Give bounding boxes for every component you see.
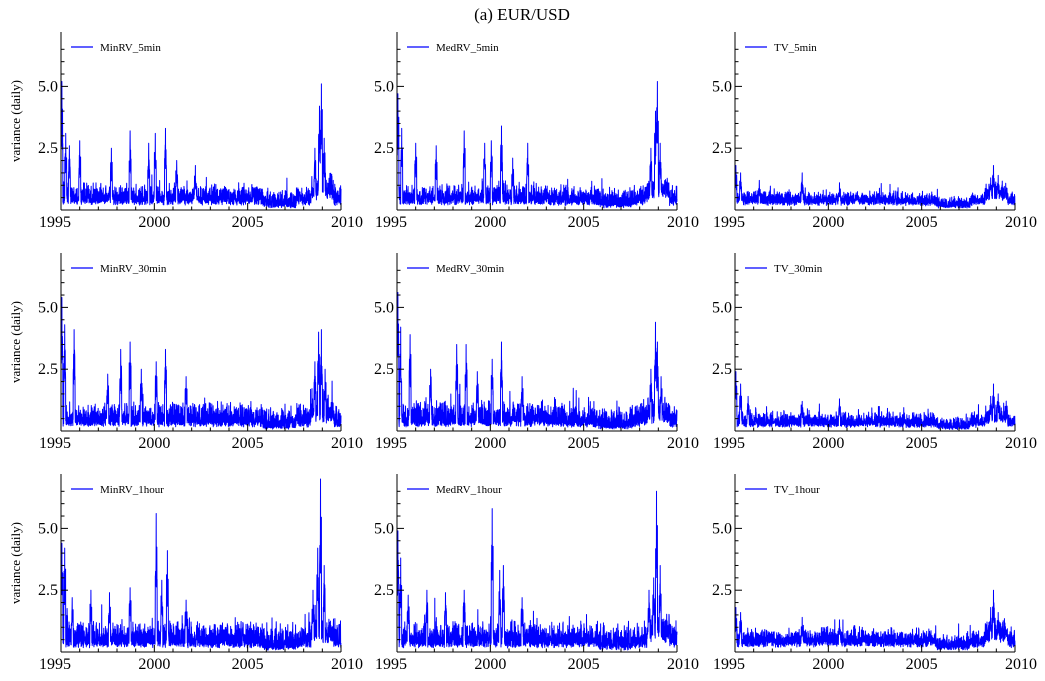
x-tick-label: 2000 [812,214,844,231]
legend-label: TV_30min [774,263,823,275]
y-tick-label: 2.5 [38,140,58,157]
x-tick-label: 2005 [568,214,600,231]
x-tick-label: 2000 [474,656,506,673]
x-tick-label: 2005 [568,435,600,452]
legend-label: MinRV_5min [100,42,161,54]
legend-label: TV_1hour [774,484,820,496]
x-tick-label: 2000 [474,435,506,452]
y-tick-label: 5.0 [38,299,58,316]
x-tick-label: 2005 [906,656,938,673]
panel-4: 1995 2000 2005 2010 2.5 5.0 MinRV_30minvarianc… [8,253,363,452]
y-tick-label: 2.5 [712,140,732,157]
series-line [60,478,342,651]
y-tick-label: 5.0 [374,78,394,95]
x-tick-label: 2005 [232,214,264,231]
series-line [734,589,1016,651]
y-tick-label: 2.5 [374,361,394,378]
x-tick-label: 2010 [1005,214,1037,231]
x-tick-label: 2005 [568,656,600,673]
x-tick-label: 2010 [1005,656,1037,673]
y-axis-label: variance (daily) [8,301,23,383]
y-tick-label: 2.5 [712,361,732,378]
x-tick-label: 1995 [39,214,71,231]
series-line [60,80,342,209]
x-tick-label: 2000 [138,214,170,231]
series-line [396,490,678,651]
x-tick-label: 1995 [375,656,407,673]
y-tick-label: 5.0 [712,299,732,316]
y-tick-label: 5.0 [38,520,58,537]
series-line [396,80,678,209]
x-tick-label: 2000 [474,214,506,231]
x-tick-label: 2010 [331,214,363,231]
y-tick-label: 5.0 [712,78,732,95]
y-tick-label: 2.5 [374,582,394,599]
y-axis-label: variance (daily) [8,80,23,162]
x-tick-label: 2010 [667,214,699,231]
y-tick-label: 2.5 [38,361,58,378]
x-tick-label: 2005 [232,656,264,673]
x-tick-label: 2000 [138,656,170,673]
panel-6: 1995 2000 2005 2010 2.5 5.0 TV_30min [712,253,1037,452]
panel-7: 1995 2000 2005 2010 2.5 5.0 MinRV_1hourvarianc… [8,474,363,673]
series-line [734,165,1016,209]
x-tick-label: 1995 [375,435,407,452]
y-tick-label: 5.0 [712,520,732,537]
panel-1: 1995 2000 2005 2010 2.5 5.0 MinRV_5min variance… [8,32,363,231]
x-tick-label: 2000 [812,435,844,452]
y-tick-label: 5.0 [374,299,394,316]
x-tick-label: 1995 [375,214,407,231]
x-tick-label: 2005 [232,435,264,452]
y-axis-label: variance (daily) [8,522,23,604]
x-tick-label: 1995 [39,656,71,673]
x-tick-label: 2000 [812,656,844,673]
panel-8: 1995 2000 2005 2010 2.5 5.0 MedRV_1hour [374,474,699,673]
legend-label: MedRV_1hour [436,484,502,496]
legend-label: TV_5min [774,42,817,54]
x-tick-label: 2005 [906,435,938,452]
y-tick-label: 2.5 [38,582,58,599]
x-tick-label: 2010 [667,656,699,673]
x-tick-label: 2010 [331,435,363,452]
legend-label: MedRV_30min [436,263,505,275]
x-tick-label: 1995 [713,435,745,452]
legend-label: MinRV_1hour [100,484,164,496]
series-line [734,371,1016,430]
panel-5: 1995 2000 2005 2010 2.5 5.0 MedRV_30min [374,253,699,452]
panel-2: 1995 2000 2005 2010 2.5 5.0 MedRV_5min [374,32,699,231]
figure-title: (a) EUR/USD [474,5,570,24]
panel-grid: 1995 2000 2005 2010 2.5 5.0 MinRV_5min variance… [8,32,1037,673]
panel-9: 1995 2000 2005 2010 2.5 5.0 TV_1hour [712,474,1037,673]
x-tick-label: 2000 [138,435,170,452]
x-tick-label: 2010 [1005,435,1037,452]
y-tick-label: 5.0 [374,520,394,537]
y-tick-label: 2.5 [712,582,732,599]
x-tick-label: 2005 [906,214,938,231]
y-tick-label: 5.0 [38,78,58,95]
legend-label: MinRV_30min [100,263,167,275]
x-tick-label: 2010 [331,656,363,673]
legend-label: MedRV_5min [436,42,499,54]
series-line [60,297,342,430]
x-tick-label: 1995 [713,214,745,231]
panel-3: 1995 2000 2005 2010 2.5 5.0 TV_5min [712,32,1037,231]
x-tick-label: 1995 [713,656,745,673]
y-tick-label: 2.5 [374,140,394,157]
x-tick-label: 2010 [667,435,699,452]
x-tick-label: 1995 [39,435,71,452]
series-line [396,292,678,430]
